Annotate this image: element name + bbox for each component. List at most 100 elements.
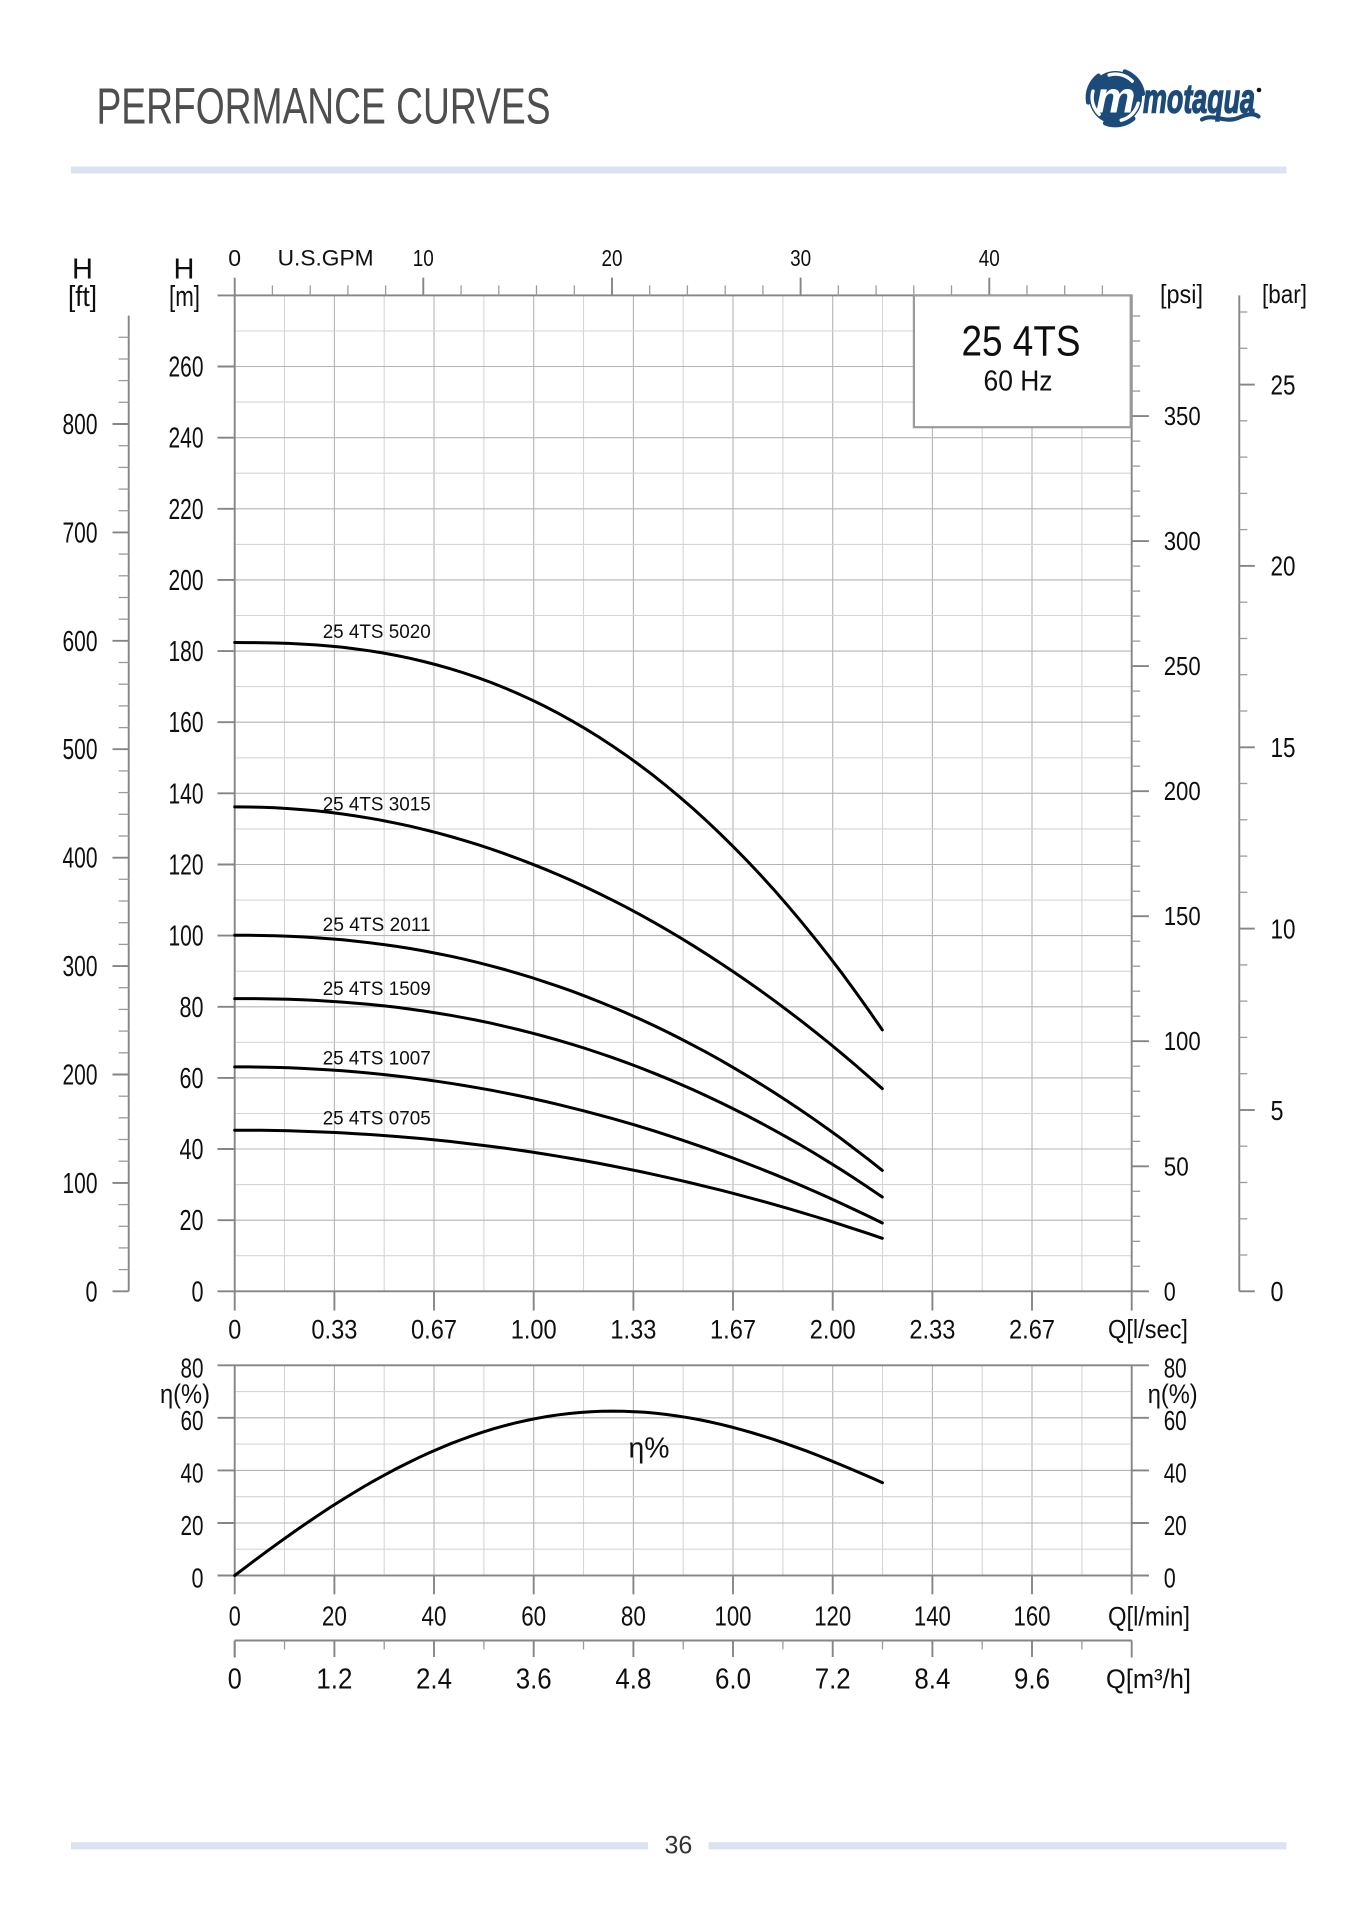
svg-text:PERFORMANCE CURVES: PERFORMANCE CURVES	[97, 78, 551, 135]
svg-text:25 4TS 5020: 25 4TS 5020	[323, 622, 431, 643]
svg-text:0: 0	[228, 1664, 242, 1696]
svg-text:0: 0	[228, 245, 241, 271]
svg-text:40: 40	[1164, 1457, 1187, 1488]
svg-text:5: 5	[1271, 1095, 1284, 1126]
svg-text:15: 15	[1271, 732, 1296, 763]
svg-text:H: H	[72, 254, 93, 286]
svg-text:80: 80	[181, 1352, 204, 1383]
svg-text:0: 0	[1164, 1563, 1176, 1594]
svg-text:[ft]: [ft]	[68, 281, 97, 313]
svg-text:120: 120	[814, 1601, 851, 1632]
svg-text:200: 200	[1164, 776, 1201, 806]
svg-text:20: 20	[180, 1205, 204, 1237]
svg-text:2.00: 2.00	[810, 1315, 856, 1345]
svg-text:25 4TS 2011: 25 4TS 2011	[323, 915, 431, 936]
svg-text:600: 600	[63, 626, 98, 658]
svg-text:0: 0	[1164, 1276, 1176, 1306]
svg-text:100: 100	[63, 1168, 98, 1200]
svg-text:Q[m³/h]: Q[m³/h]	[1106, 1664, 1191, 1694]
svg-text:180: 180	[169, 636, 204, 668]
svg-text:200: 200	[169, 565, 204, 597]
svg-text:7.2: 7.2	[815, 1664, 851, 1696]
svg-text:160: 160	[169, 707, 204, 739]
svg-text:120: 120	[169, 850, 204, 882]
svg-text:1.2: 1.2	[316, 1664, 352, 1696]
svg-text:25 4TS 0705: 25 4TS 0705	[323, 1109, 431, 1130]
svg-text:200: 200	[63, 1060, 98, 1092]
svg-text:0.67: 0.67	[411, 1315, 457, 1345]
svg-text:140: 140	[169, 778, 204, 810]
svg-text:36: 36	[664, 1832, 692, 1860]
svg-text:30: 30	[790, 245, 811, 271]
svg-text:m: m	[1096, 74, 1136, 123]
svg-text:0: 0	[86, 1276, 98, 1308]
svg-text:Q[l/min]: Q[l/min]	[1108, 1602, 1190, 1632]
svg-text:300: 300	[1164, 526, 1201, 556]
svg-text:η(%): η(%)	[1148, 1379, 1198, 1409]
svg-text:1.33: 1.33	[610, 1315, 656, 1345]
svg-text:80: 80	[180, 992, 204, 1024]
svg-text:60: 60	[181, 1405, 204, 1436]
svg-text:100: 100	[1164, 1026, 1201, 1056]
svg-text:50: 50	[1164, 1151, 1189, 1181]
svg-text:60: 60	[1164, 1405, 1187, 1436]
svg-text:10: 10	[1271, 913, 1296, 944]
svg-text:80: 80	[621, 1601, 646, 1632]
svg-text:2.4: 2.4	[416, 1664, 452, 1696]
svg-text:6.0: 6.0	[715, 1664, 751, 1696]
svg-text:[m]: [m]	[169, 281, 200, 313]
svg-text:H: H	[174, 254, 195, 286]
svg-text:25 4TS 3015: 25 4TS 3015	[323, 794, 431, 815]
svg-text:80: 80	[1164, 1352, 1187, 1383]
svg-text:[psi]: [psi]	[1160, 279, 1203, 309]
svg-text:20: 20	[181, 1510, 204, 1541]
svg-text:η%: η%	[629, 1433, 670, 1465]
svg-text:220: 220	[169, 494, 204, 526]
svg-text:motaqua: motaqua	[1143, 76, 1255, 122]
svg-text:500: 500	[63, 734, 98, 766]
svg-text:0: 0	[1271, 1276, 1284, 1307]
svg-text:2.33: 2.33	[909, 1315, 955, 1345]
svg-text:400: 400	[63, 843, 98, 875]
svg-text:4.8: 4.8	[615, 1664, 651, 1696]
svg-text:25 4TS 1509: 25 4TS 1509	[323, 979, 431, 1000]
svg-text:8.4: 8.4	[914, 1664, 950, 1696]
svg-text:40: 40	[181, 1457, 204, 1488]
svg-text:100: 100	[169, 921, 204, 953]
svg-text:20: 20	[1271, 551, 1296, 582]
svg-text:3.6: 3.6	[516, 1664, 552, 1696]
svg-text:1.00: 1.00	[511, 1315, 557, 1345]
svg-text:150: 150	[1164, 901, 1201, 931]
svg-text:60: 60	[180, 1063, 204, 1095]
svg-text:260: 260	[169, 352, 204, 384]
svg-text:0.33: 0.33	[311, 1315, 357, 1345]
svg-text:700: 700	[63, 517, 98, 549]
svg-text:40: 40	[979, 245, 1000, 271]
svg-text:0: 0	[229, 1601, 241, 1632]
svg-text:60 Hz: 60 Hz	[984, 365, 1053, 397]
svg-text:25 4TS 1007: 25 4TS 1007	[323, 1048, 431, 1069]
svg-text:U.S.GPM: U.S.GPM	[278, 246, 374, 271]
svg-text:250: 250	[1164, 651, 1201, 681]
svg-text:25: 25	[1271, 369, 1296, 400]
svg-text:20: 20	[322, 1601, 347, 1632]
svg-text:η(%): η(%)	[160, 1379, 210, 1409]
svg-text:2.67: 2.67	[1009, 1315, 1055, 1345]
svg-text:25 4TS: 25 4TS	[962, 318, 1081, 366]
svg-text:350: 350	[1164, 401, 1201, 431]
svg-text:9.6: 9.6	[1014, 1664, 1050, 1696]
svg-text:20: 20	[1164, 1510, 1187, 1541]
svg-text:160: 160	[1014, 1601, 1051, 1632]
svg-text:300: 300	[63, 951, 98, 983]
svg-text:Q[l/sec]: Q[l/sec]	[1108, 1314, 1188, 1344]
svg-text:800: 800	[63, 409, 98, 441]
svg-text:[bar]: [bar]	[1262, 279, 1307, 309]
svg-text:60: 60	[521, 1601, 546, 1632]
svg-text:100: 100	[715, 1601, 752, 1632]
svg-text:0: 0	[192, 1276, 204, 1308]
svg-text:1.67: 1.67	[710, 1315, 756, 1345]
svg-text:0: 0	[228, 1315, 241, 1345]
svg-text:20: 20	[602, 245, 623, 271]
svg-text:40: 40	[180, 1134, 204, 1166]
svg-text:40: 40	[422, 1601, 447, 1632]
